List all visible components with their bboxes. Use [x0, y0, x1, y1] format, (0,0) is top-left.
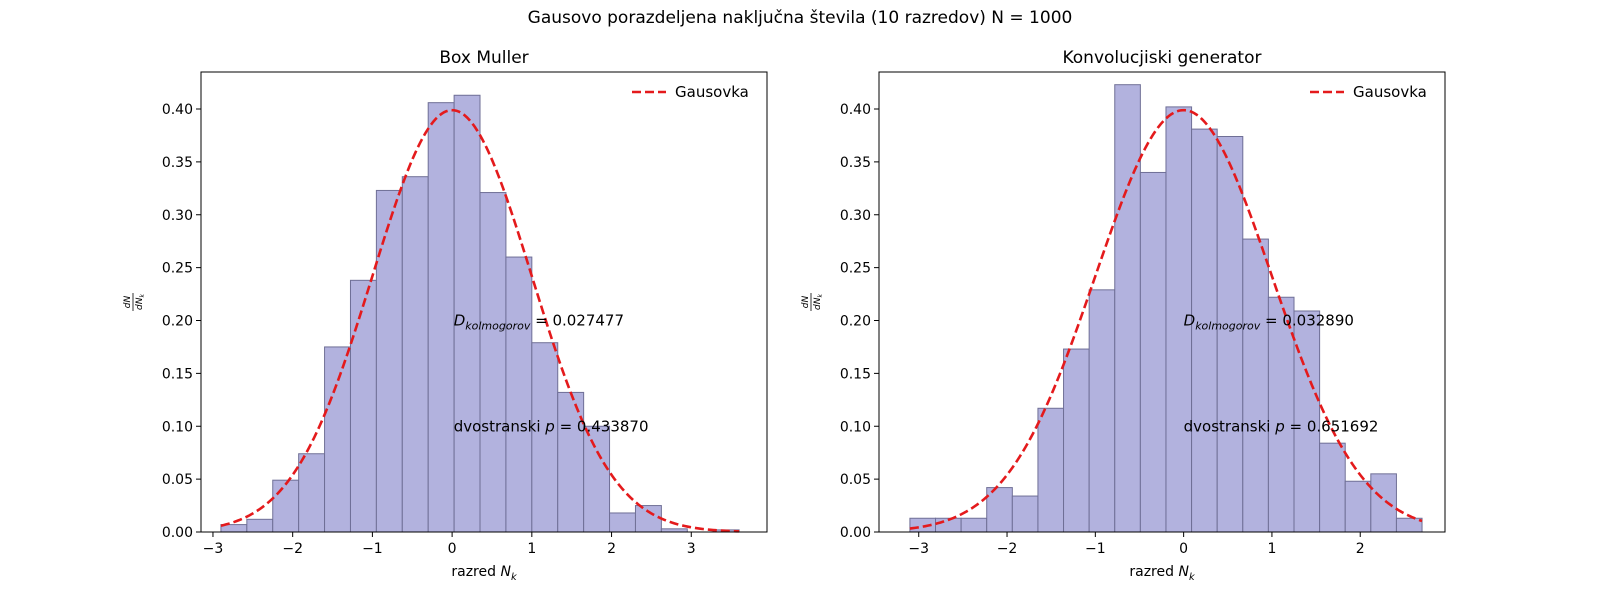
y-tick-label: 0.40 — [162, 102, 193, 118]
histogram-bar — [986, 487, 1013, 533]
x-tick-label: 0 — [1179, 541, 1188, 557]
histogram-bar — [1011, 495, 1039, 533]
y-tick-label: 0.30 — [162, 208, 193, 224]
x-tick-label: −3 — [908, 541, 929, 557]
x-tick-label: −2 — [997, 541, 1018, 557]
y-tick-label: 0.00 — [162, 525, 193, 541]
y-tick-label: 0.10 — [840, 419, 871, 435]
y-tick-label: 0.35 — [162, 155, 193, 171]
y-label-numerator: dN — [123, 296, 133, 309]
x-tick-label: −1 — [1085, 541, 1106, 557]
histogram-bar — [531, 342, 559, 533]
histogram-bar — [1344, 480, 1372, 533]
x-tick-label: 0 — [448, 541, 457, 557]
x-tick-label: 2 — [1356, 541, 1365, 557]
histogram-bar — [1370, 473, 1397, 533]
histogram-bar — [298, 453, 326, 533]
histogram-bar — [1267, 296, 1295, 533]
y-tick-label: 0.30 — [840, 208, 871, 224]
y-label-denominator: dNk — [135, 294, 146, 310]
histogram-bar — [1114, 84, 1141, 533]
histogram-bar — [1395, 517, 1423, 533]
histogram-bar — [1319, 442, 1346, 533]
p-value-annotation: dvostranski p = 0.651692 — [1184, 417, 1379, 435]
x-tick-label: 2 — [607, 541, 616, 557]
y-label-denominator: dNk — [813, 294, 824, 310]
histogram-bar — [634, 505, 662, 533]
y-tick-label: 0.05 — [840, 472, 871, 488]
histogram-bar — [324, 346, 351, 533]
x-axis-label: razred Nk — [1129, 564, 1195, 583]
histogram-bar — [427, 102, 455, 533]
kolmogorov-annotation: Dkolmogorov = 0.027477 — [454, 312, 624, 333]
subplot-title: Box Muller — [439, 48, 528, 68]
histogram-bar — [479, 192, 507, 533]
x-tick-label: −1 — [362, 541, 383, 557]
y-label-numerator: dN — [801, 296, 811, 309]
y-tick-label: 0.05 — [162, 472, 193, 488]
histogram-bar — [960, 517, 988, 533]
y-tick-label: 0.25 — [840, 261, 871, 277]
histogram-bar — [272, 479, 300, 533]
histogram-bar — [453, 94, 481, 533]
histogram-bar — [401, 176, 429, 533]
x-tick-label: 1 — [1267, 541, 1276, 557]
y-tick-label: 0.40 — [840, 102, 871, 118]
y-tick-label: 0.15 — [840, 366, 871, 382]
histogram-bar — [1165, 106, 1193, 533]
x-tick-label: −2 — [282, 541, 303, 557]
y-tick-label: 0.10 — [162, 419, 193, 435]
histogram-bar — [1242, 238, 1269, 533]
figure-title: Gausovo porazdeljena naključna števila (… — [527, 8, 1073, 28]
histogram-bar — [1088, 289, 1116, 533]
histogram-bar — [1063, 348, 1090, 533]
gaussian-curve — [909, 108, 1423, 530]
y-tick-label: 0.20 — [162, 314, 193, 330]
legend-label: Gausovka — [675, 83, 749, 101]
histogram-bar — [1216, 136, 1244, 533]
histogram-bar — [1139, 171, 1167, 533]
y-tick-label: 0.35 — [840, 155, 871, 171]
x-axis-label: razred Nk — [451, 564, 517, 583]
y-tick-label: 0.15 — [162, 366, 193, 382]
subplot-1: −3 −2 −1 0 1 2 3 0.00 0.05 0.10 0.15 0.20 0.25 0.30 0.… — [123, 48, 768, 583]
kolmogorov-annotation: Dkolmogorov = 0.032890 — [1184, 312, 1354, 333]
x-tick-label: −3 — [203, 541, 224, 557]
axes-frame — [878, 71, 1446, 533]
subplot-title: Konvolucjiski generator — [1062, 48, 1261, 68]
y-tick-label: 0.00 — [840, 525, 871, 541]
histogram-bar — [1037, 407, 1065, 533]
gaussian-curve — [220, 108, 740, 533]
histogram-bar — [375, 189, 403, 533]
histogram-bar — [349, 279, 377, 533]
axes-frame — [200, 71, 768, 533]
histogram-bar — [246, 518, 274, 533]
histogram-bar — [609, 512, 636, 533]
y-tick-label: 0.20 — [840, 314, 871, 330]
histogram-bar — [909, 517, 937, 533]
subplot-2: −3 −2 −1 0 1 2 0.00 0.05 0.10 0.15 0.20 0.25 0.30 0.3… — [801, 48, 1446, 583]
y-tick-label: 0.25 — [162, 261, 193, 277]
x-tick-label: 1 — [527, 541, 536, 557]
histogram-bar — [557, 391, 585, 533]
legend-label: Gausovka — [1353, 83, 1427, 101]
p-value-annotation: dvostranski p = 0.433870 — [454, 417, 649, 435]
histogram-bar — [505, 256, 533, 533]
y-axis-label: dN dNk — [801, 293, 824, 311]
histogram-bar — [583, 425, 611, 533]
y-axis-label: dN dNk — [123, 293, 146, 311]
x-tick-label: 3 — [687, 541, 696, 557]
